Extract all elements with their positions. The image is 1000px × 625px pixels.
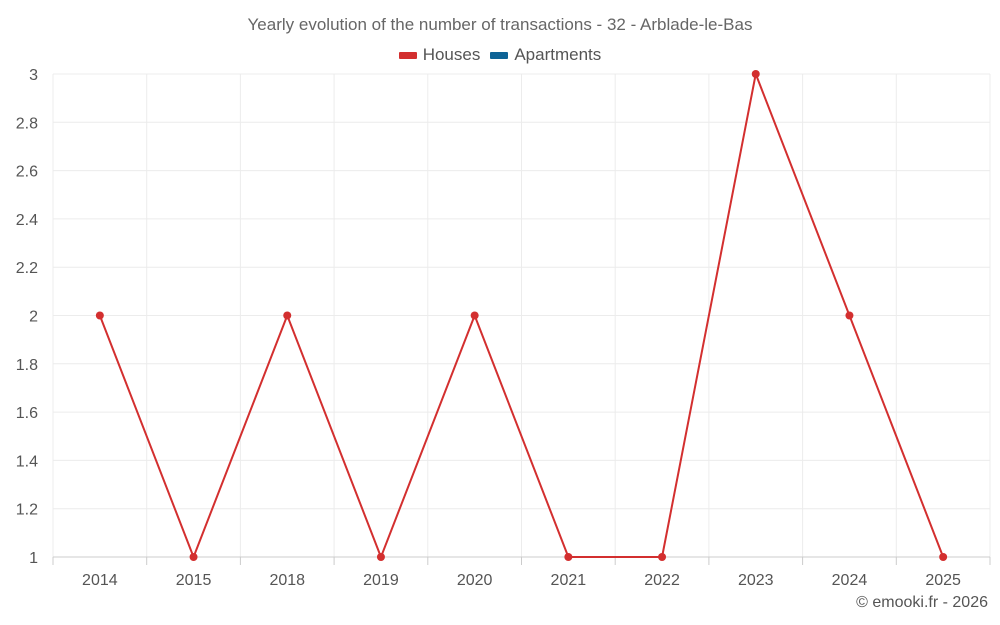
legend-label-houses: Houses — [422, 45, 481, 64]
y-tick-label: 2.6 — [16, 164, 38, 181]
y-tick-label: 1.2 — [16, 502, 38, 519]
legend-swatch-apartments — [490, 51, 509, 59]
legend-swatch-houses — [398, 51, 417, 59]
x-tick-label: 2018 — [269, 572, 305, 589]
y-tick-label: 1.8 — [16, 357, 38, 374]
y-tick-label: 1 — [29, 550, 38, 567]
data-point[interactable] — [189, 553, 198, 561]
x-tick-label: 2024 — [832, 572, 868, 589]
data-point[interactable] — [751, 70, 760, 78]
x-tick-label: 2019 — [363, 572, 399, 589]
chart-title: Yearly evolution of the number of transa… — [247, 15, 753, 34]
y-tick-label: 2.8 — [16, 115, 38, 132]
series-line-houses — [98, 73, 945, 558]
legend-item-apartments[interactable]: Apartments — [490, 45, 601, 65]
data-point[interactable] — [939, 553, 948, 561]
data-point[interactable] — [283, 311, 292, 320]
data-point[interactable] — [95, 311, 104, 320]
copyright-text: © emooki.fr - 2026 — [856, 594, 988, 611]
legend-item-houses[interactable]: Houses — [398, 45, 481, 65]
legend-label-apartments: Apartments — [514, 45, 602, 64]
x-tick-label: 2022 — [644, 572, 680, 589]
x-tick-label: 2020 — [457, 572, 493, 589]
data-point[interactable] — [470, 311, 479, 320]
x-tick-label: 2014 — [82, 572, 118, 589]
data-point[interactable] — [845, 311, 854, 320]
x-tick-label: 2025 — [925, 572, 961, 589]
y-tick-label: 2 — [29, 309, 38, 326]
y-tick-label: 2.4 — [16, 212, 38, 229]
chart-legend: Houses Apartments — [0, 45, 1000, 65]
y-tick-label: 3 — [29, 67, 38, 84]
x-tick-label: 2015 — [176, 572, 212, 589]
y-tick-label: 2.2 — [16, 260, 38, 277]
x-tick-label: 2023 — [738, 572, 774, 589]
data-point[interactable] — [564, 553, 573, 561]
data-point[interactable] — [376, 553, 385, 561]
x-tick-label: 2021 — [551, 572, 587, 589]
data-point[interactable] — [658, 553, 667, 561]
y-tick-label: 1.6 — [16, 405, 38, 422]
y-tick-label: 1.4 — [16, 453, 38, 470]
